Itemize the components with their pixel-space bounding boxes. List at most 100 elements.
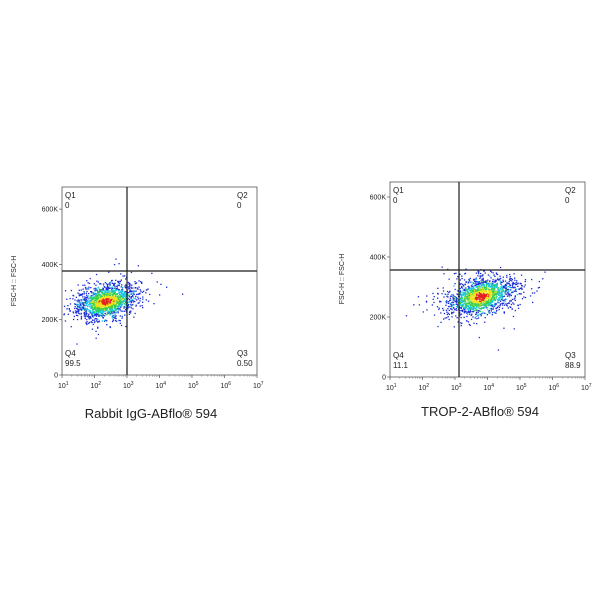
event-dot xyxy=(531,278,533,281)
x-tick-label: 106 xyxy=(549,383,560,392)
event-dot xyxy=(462,283,464,286)
event-dot xyxy=(116,285,118,288)
event-dot xyxy=(511,298,513,301)
event-dot xyxy=(514,309,516,312)
event-dot xyxy=(121,317,123,319)
event-dot xyxy=(89,304,92,306)
x-tick-exponent: 3 xyxy=(131,381,134,387)
event-dot xyxy=(467,305,469,307)
event-dot xyxy=(104,302,106,305)
event-dot xyxy=(480,303,482,306)
event-dot xyxy=(130,296,133,298)
event-dot xyxy=(468,279,471,281)
event-dot xyxy=(75,303,77,305)
event-dot xyxy=(120,286,122,288)
event-dot xyxy=(482,284,485,286)
event-dot xyxy=(85,310,88,312)
event-dot xyxy=(483,295,485,297)
event-dot xyxy=(93,303,95,305)
event-dot xyxy=(69,303,72,305)
event-dot xyxy=(457,276,459,278)
event-dot xyxy=(117,302,119,304)
event-dot xyxy=(494,304,496,306)
event-dot xyxy=(133,297,135,299)
event-dot xyxy=(104,310,106,313)
event-dot xyxy=(132,293,134,295)
event-dot xyxy=(74,299,76,301)
event-dot xyxy=(449,305,451,308)
event-dot xyxy=(470,287,472,289)
event-dot xyxy=(461,299,463,301)
event-dot xyxy=(76,303,78,305)
event-dot xyxy=(506,289,508,291)
event-dot xyxy=(464,287,467,289)
event-dot xyxy=(426,309,428,311)
event-dot xyxy=(512,291,514,293)
event-dot xyxy=(104,286,106,288)
event-dot xyxy=(112,298,114,301)
event-dot xyxy=(468,307,470,310)
event-dot xyxy=(457,302,459,304)
event-dot xyxy=(475,283,477,285)
event-dot xyxy=(125,302,127,304)
quadrant-name: Q4 xyxy=(393,351,404,360)
event-dot xyxy=(96,304,98,306)
event-dot xyxy=(103,290,105,292)
event-dot xyxy=(471,311,473,313)
event-dot xyxy=(466,294,468,297)
quadrant-name: Q2 xyxy=(237,191,248,200)
event-dot xyxy=(495,294,498,296)
event-dot xyxy=(111,317,114,319)
event-dot xyxy=(495,292,497,294)
event-dot xyxy=(94,290,96,292)
event-dot xyxy=(507,282,510,284)
event-dot xyxy=(114,314,116,316)
event-dot xyxy=(108,298,110,300)
event-dot xyxy=(481,275,484,277)
event-dot xyxy=(99,288,101,290)
event-dot xyxy=(91,300,93,302)
event-dot xyxy=(138,302,140,304)
event-dot xyxy=(455,272,457,274)
event-dot xyxy=(120,298,122,300)
event-dot xyxy=(99,309,101,311)
event-dot xyxy=(468,297,471,299)
event-dot xyxy=(111,307,113,309)
event-dot xyxy=(476,297,478,299)
event-dot xyxy=(480,308,483,310)
event-dot xyxy=(97,312,99,314)
event-dot xyxy=(462,292,465,294)
event-dot xyxy=(93,298,95,300)
event-dot xyxy=(91,306,93,308)
event-dot xyxy=(117,297,119,299)
event-dot xyxy=(478,288,480,290)
event-dot xyxy=(99,301,102,304)
event-dot xyxy=(481,298,483,300)
event-dot xyxy=(501,281,503,284)
event-dot xyxy=(488,294,490,296)
event-dot xyxy=(109,291,111,294)
event-dot xyxy=(483,299,485,301)
x-tick-base: 10 xyxy=(451,385,459,392)
event-dot xyxy=(116,302,118,304)
event-dot xyxy=(109,326,111,328)
event-dot xyxy=(121,295,123,298)
event-dot xyxy=(99,307,101,309)
event-dot xyxy=(437,287,439,289)
event-dot xyxy=(98,301,100,303)
event-dot xyxy=(469,309,472,311)
event-dot xyxy=(142,296,144,298)
event-dot xyxy=(124,304,126,306)
event-dot xyxy=(77,292,79,294)
event-dot xyxy=(125,284,127,287)
event-dot xyxy=(483,303,485,305)
event-dot xyxy=(117,284,119,286)
event-dot xyxy=(106,284,109,286)
event-dot xyxy=(476,301,478,303)
event-dot xyxy=(93,312,95,314)
event-dot xyxy=(114,293,116,295)
event-dot xyxy=(465,306,468,308)
event-dot xyxy=(524,279,527,281)
event-dot xyxy=(469,303,471,306)
event-dot xyxy=(103,297,106,299)
